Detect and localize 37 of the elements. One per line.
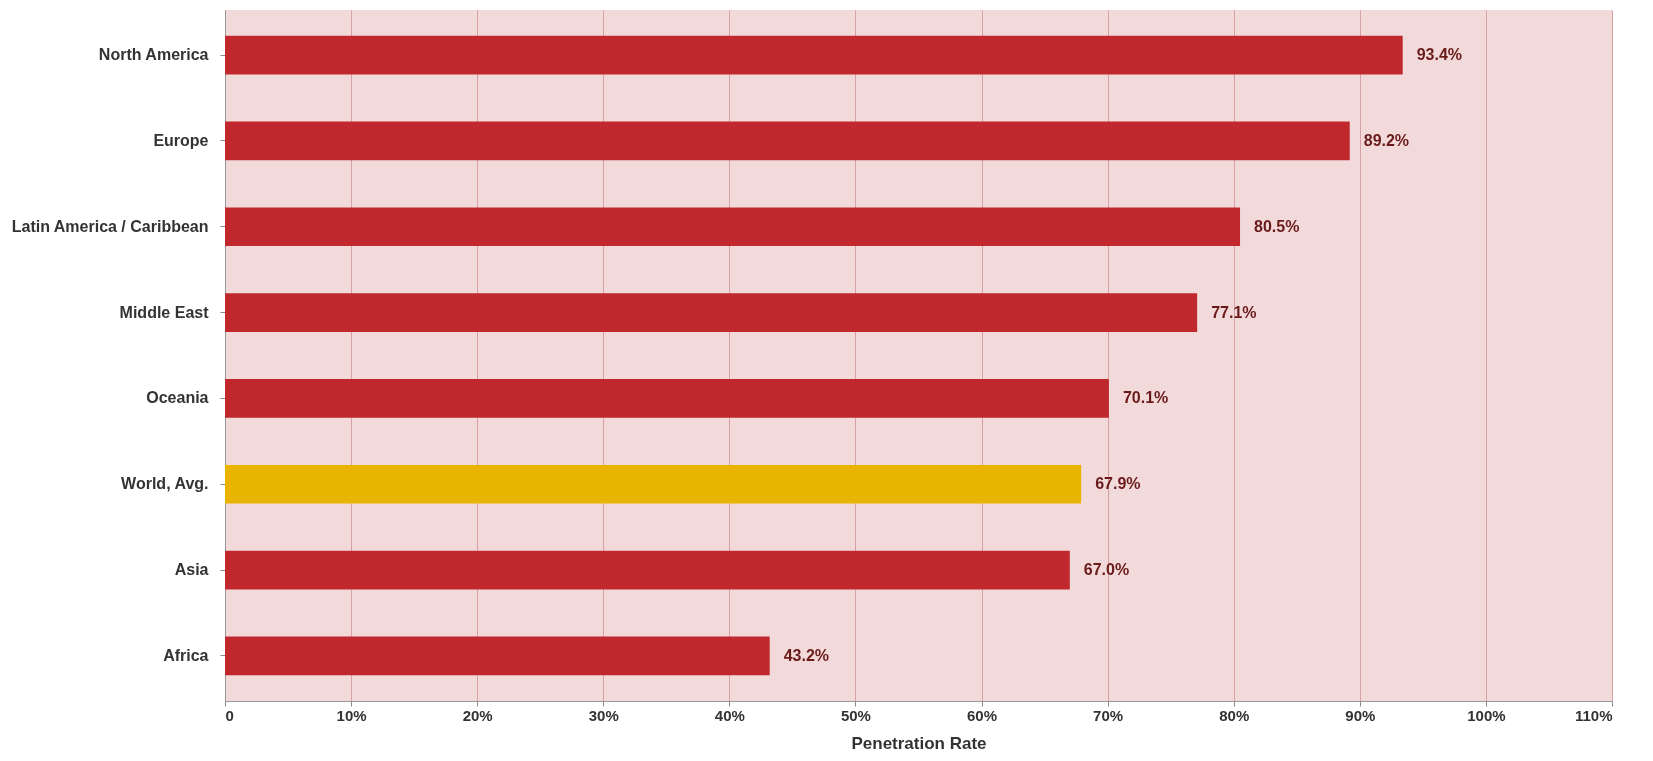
data-label: 93.4%	[1416, 46, 1463, 64]
x-tick-label: 20%	[462, 706, 493, 724]
data-label: 43.2%	[783, 646, 830, 664]
x-tick-label: 70%	[1093, 706, 1124, 724]
data-label: 89.2%	[1363, 131, 1410, 149]
x-tick-label: 0	[225, 706, 234, 724]
x-tick-label: 50%	[840, 706, 871, 724]
y-tick-label: World, Avg.	[121, 475, 209, 493]
x-tick-label: 40%	[714, 706, 745, 724]
y-tick-label: Africa	[163, 646, 209, 664]
y-tick-label: Latin America / Caribbean	[11, 217, 209, 235]
bar	[225, 379, 1109, 418]
data-label: 67.0%	[1083, 561, 1130, 579]
data-label: 77.1%	[1211, 303, 1257, 321]
bar	[225, 636, 770, 676]
x-tick-label: 30%	[588, 706, 619, 724]
x-tick-label: 110%	[1574, 706, 1613, 724]
bar	[225, 550, 1070, 590]
data-label: 67.9%	[1095, 475, 1141, 493]
y-tick-label: Asia	[174, 561, 209, 579]
y-tick-label: Oceania	[146, 389, 209, 407]
y-tick-label: Europe	[153, 131, 209, 149]
x-axis-title: Penetration Rate	[851, 733, 987, 753]
bar	[225, 207, 1241, 247]
bar	[225, 293, 1198, 332]
data-label: 70.1%	[1122, 389, 1169, 407]
x-tick-label: 100%	[1467, 706, 1506, 724]
bar	[225, 35, 1403, 75]
bar	[225, 121, 1350, 161]
x-tick-label: 90%	[1345, 706, 1376, 724]
data-label: 80.5%	[1254, 217, 1300, 235]
x-tick-label: 80%	[1219, 706, 1250, 724]
x-tick-label: 60%	[967, 706, 998, 724]
x-tick-label: 10%	[336, 706, 367, 724]
bar	[225, 464, 1082, 504]
y-tick-label: Middle East	[119, 303, 210, 321]
y-tick-label: North America	[98, 46, 209, 64]
